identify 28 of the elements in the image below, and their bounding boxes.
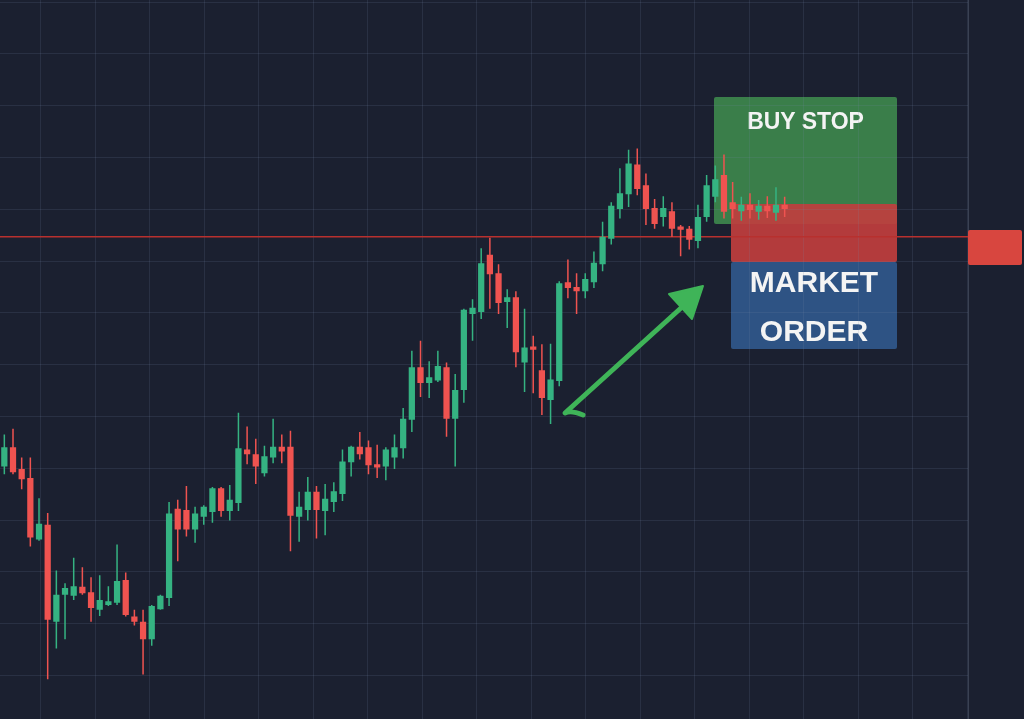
candlestick xyxy=(304,477,311,521)
annotation: MARKET ORDER xyxy=(749,263,879,349)
candlestick xyxy=(452,374,459,467)
panel: MARKET ORDER xyxy=(731,262,897,349)
candlestick xyxy=(330,482,337,513)
candlestick xyxy=(139,609,147,675)
candlestick xyxy=(746,193,754,219)
candlestick xyxy=(772,187,780,221)
candlestick xyxy=(113,544,121,605)
candlestick xyxy=(322,483,329,536)
candlestick xyxy=(226,484,233,521)
candlestick xyxy=(530,335,537,394)
candlestick xyxy=(356,431,363,460)
candlestick xyxy=(87,577,95,622)
candlestick xyxy=(374,444,381,479)
candlestick xyxy=(296,491,303,542)
candlestick xyxy=(486,237,493,309)
candlestick xyxy=(269,418,277,464)
candlestick xyxy=(35,498,43,541)
candlestick xyxy=(61,583,69,640)
candlestick xyxy=(564,259,572,299)
candlestick xyxy=(243,426,251,465)
candlestick xyxy=(616,168,624,219)
candlestick xyxy=(252,438,259,484)
candlestick xyxy=(504,289,511,328)
candlestick xyxy=(426,361,433,398)
candlestick xyxy=(278,434,285,464)
candlestick xyxy=(538,344,546,415)
